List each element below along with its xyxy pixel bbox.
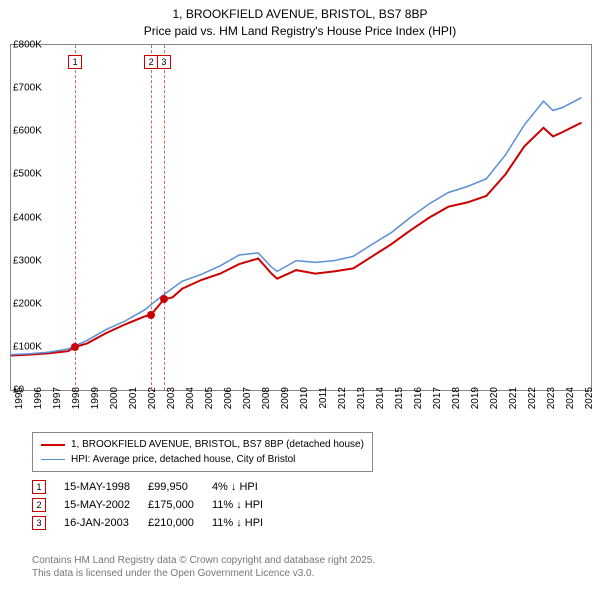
attribution: Contains HM Land Registry data © Crown c… <box>32 554 375 580</box>
y-axis-tick: £800K <box>13 40 42 51</box>
x-axis-tick: 2002 <box>147 387 158 409</box>
sale-row: 1 15-MAY-1998£99,9504% ↓ HPI <box>32 478 281 496</box>
sale-date: 15-MAY-2002 <box>64 496 148 514</box>
sale-price: £175,000 <box>148 496 212 514</box>
x-axis-tick: 1995 <box>14 387 25 409</box>
sale-number-box: 2 <box>32 498 46 512</box>
x-axis-tick: 2025 <box>584 387 595 409</box>
legend-item: 1, BROOKFIELD AVENUE, BRISTOL, BS7 8BP (… <box>41 437 364 452</box>
series-hpi <box>11 98 582 355</box>
sale-delta: 11% ↓ HPI <box>212 496 281 514</box>
sale-price: £99,950 <box>148 478 212 496</box>
y-axis-tick: £700K <box>13 83 42 94</box>
x-axis-tick: 1996 <box>33 387 44 409</box>
title-line-1: 1, BROOKFIELD AVENUE, BRISTOL, BS7 8BP <box>173 7 428 21</box>
chart-container: 1, BROOKFIELD AVENUE, BRISTOL, BS7 8BP P… <box>0 0 600 590</box>
x-axis-tick: 1997 <box>52 387 63 409</box>
y-axis-tick: £600K <box>13 126 42 137</box>
footer-line-1: Contains HM Land Registry data © Crown c… <box>32 555 375 566</box>
sale-point <box>147 311 155 319</box>
x-axis-tick: 2000 <box>109 387 120 409</box>
legend-swatch <box>41 444 65 446</box>
sale-row: 2 15-MAY-2002£175,00011% ↓ HPI <box>32 496 281 514</box>
sale-vline <box>164 45 165 390</box>
x-axis-tick: 2001 <box>128 387 139 409</box>
x-axis-tick: 2019 <box>470 387 481 409</box>
x-axis-tick: 2011 <box>318 387 329 409</box>
x-axis-tick: 2017 <box>432 387 443 409</box>
sale-marker-box: 1 <box>68 55 82 69</box>
x-axis-tick: 2005 <box>204 387 215 409</box>
x-axis-tick: 2014 <box>375 387 386 409</box>
sale-point <box>71 343 79 351</box>
sale-marker-box: 3 <box>157 55 171 69</box>
x-axis-tick: 2016 <box>413 387 424 409</box>
sale-date: 16-JAN-2003 <box>64 514 148 532</box>
x-axis-tick: 2008 <box>261 387 272 409</box>
x-axis-tick: 2003 <box>166 387 177 409</box>
sale-vline <box>151 45 152 390</box>
title-line-2: Price paid vs. HM Land Registry's House … <box>144 24 456 38</box>
x-axis-tick: 2020 <box>489 387 500 409</box>
x-axis-tick: 1999 <box>90 387 101 409</box>
y-axis-tick: £500K <box>13 169 42 180</box>
series-price_paid <box>11 123 582 356</box>
x-axis-tick: 2006 <box>223 387 234 409</box>
x-axis-tick: 2012 <box>337 387 348 409</box>
x-axis-tick: 2013 <box>356 387 367 409</box>
sale-vline <box>75 45 76 390</box>
legend-label: HPI: Average price, detached house, City… <box>71 452 295 467</box>
sale-point <box>160 295 168 303</box>
sale-number-box: 3 <box>32 516 46 530</box>
chart-title: 1, BROOKFIELD AVENUE, BRISTOL, BS7 8BP P… <box>0 0 600 40</box>
y-axis-tick: £400K <box>13 212 42 223</box>
y-axis-tick: £100K <box>13 341 42 352</box>
sale-number-box: 1 <box>32 480 46 494</box>
x-axis-tick: 2009 <box>280 387 291 409</box>
footer-line-2: This data is licensed under the Open Gov… <box>32 568 314 579</box>
plot-area: £0£100K£200K£300K£400K£500K£600K£700K£80… <box>10 44 592 391</box>
chart-svg <box>11 45 591 390</box>
x-axis-tick: 2018 <box>451 387 462 409</box>
sale-date: 15-MAY-1998 <box>64 478 148 496</box>
x-axis-tick: 2010 <box>299 387 310 409</box>
legend-item: HPI: Average price, detached house, City… <box>41 452 364 467</box>
y-axis-tick: £300K <box>13 255 42 266</box>
x-axis-tick: 2024 <box>565 387 576 409</box>
x-axis-tick: 2023 <box>546 387 557 409</box>
x-axis-tick: 2022 <box>527 387 538 409</box>
legend-swatch <box>41 459 65 460</box>
sale-row: 3 16-JAN-2003£210,00011% ↓ HPI <box>32 514 281 532</box>
x-axis-tick: 2015 <box>394 387 405 409</box>
sales-table: 1 15-MAY-1998£99,9504% ↓ HPI 2 15-MAY-2002£… <box>32 478 281 532</box>
x-axis-tick: 2007 <box>242 387 253 409</box>
x-axis-tick: 1998 <box>71 387 82 409</box>
sale-delta: 11% ↓ HPI <box>212 514 281 532</box>
sale-price: £210,000 <box>148 514 212 532</box>
y-axis-tick: £200K <box>13 298 42 309</box>
legend-label: 1, BROOKFIELD AVENUE, BRISTOL, BS7 8BP (… <box>71 437 364 452</box>
sale-delta: 4% ↓ HPI <box>212 478 281 496</box>
legend: 1, BROOKFIELD AVENUE, BRISTOL, BS7 8BP (… <box>32 432 373 472</box>
x-axis-tick: 2021 <box>508 387 519 409</box>
x-axis-tick: 2004 <box>185 387 196 409</box>
